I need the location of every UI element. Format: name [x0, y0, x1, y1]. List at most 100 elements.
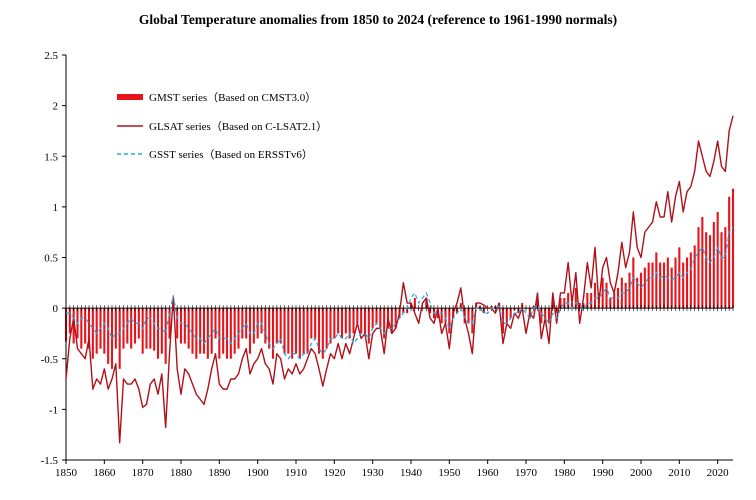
legend-label-gmst: GMST series（Based on CMST3.0） — [149, 91, 316, 104]
gmst-bar — [344, 308, 347, 334]
gmst-bar — [191, 308, 194, 354]
x-tick-label: 1980 — [553, 467, 576, 479]
gmst-bar — [337, 308, 340, 334]
gmst-bar — [509, 308, 512, 319]
gmst-bar — [655, 252, 658, 309]
gmst-bar — [356, 308, 359, 324]
legend-label-glsat: GLSAT series（Based on C-LSAT2.1） — [149, 120, 327, 133]
gmst-bar — [291, 308, 294, 359]
gmst-bar — [72, 308, 75, 344]
gmst-bar — [164, 308, 167, 364]
gmst-bar — [145, 308, 148, 349]
gmst-bar — [390, 308, 393, 334]
y-tick-label: 0 — [53, 303, 59, 315]
x-tick-label: 1990 — [592, 467, 615, 479]
glsat-line — [65, 115, 734, 444]
x-tick-label: 2020 — [707, 467, 730, 479]
gmst-bar — [413, 298, 416, 309]
gmst-bar — [363, 308, 367, 334]
gmst-bar — [233, 308, 236, 354]
gmst-bar — [325, 308, 328, 349]
gmst-bar — [218, 308, 221, 359]
gmst-bar — [613, 292, 616, 309]
gmst-bar — [662, 262, 666, 309]
gmst-bar — [544, 308, 547, 319]
x-tick-label: 2000 — [630, 467, 653, 479]
gmst-bar — [214, 308, 217, 339]
gmst-bar — [567, 292, 570, 309]
gmst-bar — [601, 277, 604, 309]
y-tick-label: -1 — [49, 404, 58, 416]
y-tick-label: 1 — [53, 202, 59, 214]
gmst-bar — [505, 308, 508, 324]
axes: -1.5 -1 -0.5 0 0.5 1 1.5 2 2.5 1850 1860 1870 1880 18… — [41, 50, 734, 479]
gmst-bar — [367, 308, 370, 344]
x-tick-label: 1890 — [208, 467, 231, 479]
gmst-bar — [724, 227, 727, 309]
gmst-bar — [716, 211, 719, 309]
gmst-bar — [317, 308, 321, 354]
gmst-bar — [643, 267, 646, 309]
gmst-bar — [141, 308, 144, 354]
gmst-bar — [225, 308, 229, 359]
gmst-bar — [298, 308, 301, 359]
gmst-bar — [160, 308, 163, 354]
gmst-bar — [448, 308, 451, 334]
gmst-bar — [636, 277, 639, 309]
gmst-bar — [605, 282, 608, 309]
gmst-bar — [260, 308, 263, 334]
gmst-bar — [340, 308, 344, 339]
gmst-bar — [720, 232, 723, 309]
y-tick-label: 0.5 — [44, 253, 58, 265]
gmst-bar — [551, 298, 554, 309]
gmst-bar — [222, 308, 225, 354]
gmst-bar — [133, 308, 137, 344]
gmst-bar — [559, 298, 562, 309]
gmst-bar — [107, 308, 110, 364]
gmst-bar — [126, 308, 129, 344]
gmst-bar — [283, 308, 286, 354]
gmst-bar — [360, 308, 363, 334]
gmst-bar — [91, 308, 94, 359]
x-tick-label: 1930 — [362, 467, 385, 479]
gmst-bar — [647, 262, 650, 309]
y-tick-label: 1.5 — [44, 151, 58, 163]
gmst-bar — [586, 292, 589, 309]
gmst-bar — [237, 308, 240, 349]
gmst-bar — [229, 308, 232, 359]
gmst-bar — [440, 308, 443, 324]
x-tick-label: 1900 — [247, 467, 270, 479]
gmst-bar — [536, 300, 539, 309]
gmst-bar — [264, 308, 267, 344]
gmst-bar — [666, 257, 669, 309]
gmst-bar — [195, 308, 198, 359]
gmst-bar — [467, 308, 470, 324]
gmst-bar — [670, 267, 673, 309]
x-tick-label: 2010 — [668, 467, 691, 479]
gmst-bar — [375, 308, 378, 324]
legend-swatch-gmst — [117, 94, 143, 100]
gmst-bar — [593, 282, 597, 309]
gmst-bar — [252, 308, 255, 344]
x-tick-label: 1880 — [170, 467, 193, 479]
y-tick-label: 2.5 — [44, 50, 58, 62]
gmst-bar — [156, 308, 160, 359]
gmst-bar — [168, 308, 171, 339]
gsst-line — [66, 226, 734, 360]
x-tick-label: 1920 — [323, 467, 346, 479]
gmst-bar — [302, 308, 305, 354]
gmst-bar — [383, 308, 386, 339]
gmst-bar — [153, 308, 156, 351]
gmst-bar — [329, 308, 332, 344]
gmst-bar — [321, 308, 324, 359]
gmst-bar — [210, 308, 213, 354]
x-tick-label: 1950 — [438, 467, 461, 479]
chart-title: Global Temperature anomalies from 1850 t… — [138, 12, 618, 27]
gmst-bar — [436, 308, 439, 319]
gmst-bar — [130, 308, 133, 349]
gmst-bar — [728, 196, 731, 309]
gmst-bar — [708, 235, 712, 309]
gmst-bar — [444, 308, 447, 324]
gmst-bar — [563, 298, 566, 309]
gmst-bar — [110, 308, 114, 369]
